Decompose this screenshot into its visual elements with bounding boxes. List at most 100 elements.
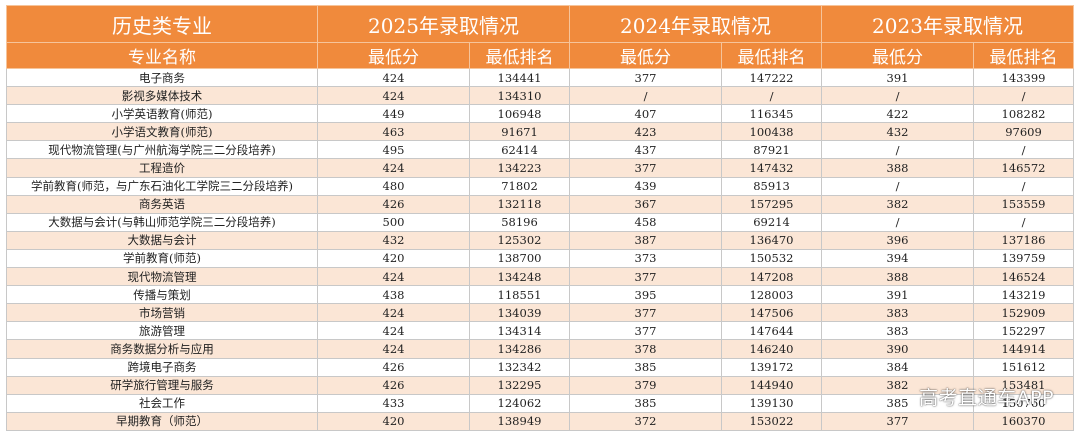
table-row: 社会工作 433 124062 385 139130 385 150760 <box>6 393 1074 413</box>
min-rank-2023-cell: 146524 <box>973 267 1074 287</box>
min-score-2025-cell: 424 <box>317 303 470 323</box>
major-name-cell: 商务数据分析与应用 <box>6 339 318 359</box>
min-score-2024-cell: 372 <box>569 411 722 431</box>
min-score-2024-cell: 373 <box>569 248 722 269</box>
min-rank-header-2024: 最低排名 <box>721 42 822 69</box>
column-header-row: 专业名称 最低分 最低排名 最低分 最低排名 最低分 最低排名 <box>6 42 1074 69</box>
min-rank-2025-cell: 132342 <box>469 357 570 377</box>
min-score-2025-cell: 463 <box>317 122 470 142</box>
min-score-2023-cell: 388 <box>821 158 974 178</box>
min-score-2025-cell: 495 <box>317 140 470 160</box>
table-row: 影视多媒体技术 424 134310// / / <box>6 86 1074 106</box>
min-rank-2023-cell: / <box>973 176 1074 196</box>
min-score-2025-cell: 433 <box>317 393 470 413</box>
min-rank-2025-cell: 134441 <box>469 67 570 88</box>
min-score-2024-cell: 377 <box>569 158 722 178</box>
major-name-cell: 传播与策划 <box>6 285 318 305</box>
min-rank-2023-cell: 152297 <box>973 321 1074 341</box>
table-row: 市场营销 424 134039 377 147506 383 152909 <box>6 303 1074 323</box>
min-rank-2023-cell: 97609 <box>973 122 1074 142</box>
table-row: 电子商务 424 134441 377 147222 391 143399 <box>6 67 1074 88</box>
year-header-row: 历史类专业 2025年录取情况 2024年录取情况 2023年录取情况 <box>6 5 1074 43</box>
min-score-2023-cell: 391 <box>821 285 974 305</box>
min-rank-2025-cell: 124062 <box>469 393 570 413</box>
min-rank-2023-cell: / <box>973 86 1074 106</box>
min-rank-2025-cell: 91671 <box>469 122 570 142</box>
major-name-cell: 研学旅行管理与服务 <box>6 375 318 395</box>
major-name-cell: 电子商务 <box>6 67 318 88</box>
min-rank-2023-cell: 146572 <box>973 158 1074 178</box>
min-rank-2024-cell: 147208 <box>721 267 822 287</box>
table-row: 大数据与会计(与韩山师范学院三二分段培养) 500 58196 458 69214// <box>6 212 1074 232</box>
major-name-cell: 小学语文教育(师范) <box>6 122 318 142</box>
min-score-2023-cell: / <box>821 176 974 196</box>
min-score-2025-cell: 500 <box>317 212 470 232</box>
min-rank-2023-cell: 137186 <box>973 230 1074 250</box>
min-rank-2023-cell: 139759 <box>973 248 1074 269</box>
min-score-2023-cell: 382 <box>821 194 974 214</box>
table-row: 现代物流管理(与广州航海学院三二分段培养) 495 62414 437 87921// <box>6 140 1074 160</box>
major-name-header: 专业名称 <box>6 42 318 69</box>
major-name-cell: 大数据与会计 <box>6 230 318 250</box>
min-rank-2024-cell: 157295 <box>721 194 822 214</box>
min-rank-2023-cell: 143399 <box>973 67 1074 88</box>
admission-table-container: 历史类专业 2025年录取情况 2024年录取情况 2023年录取情况 专业名称… <box>6 5 1074 431</box>
table-row: 学前教育(师范，与广东石油化工学院三二分段培养) 480 71802 439 85913… <box>6 176 1074 196</box>
min-rank-2024-cell: 128003 <box>721 285 822 305</box>
min-score-2025-cell: 424 <box>317 339 470 359</box>
min-rank-2023-cell: / <box>973 212 1074 232</box>
min-score-2023-cell: 382 <box>821 375 974 395</box>
min-score-2024-cell: 377 <box>569 321 722 341</box>
min-score-2024-cell: 458 <box>569 212 722 232</box>
year-2025-header: 2025年录取情况 <box>317 5 570 43</box>
table-row: 早期教育（师范） 420 138949 372 153022 377 160370 <box>6 411 1074 431</box>
min-score-2023-cell: / <box>821 212 974 232</box>
min-score-2024-cell: 377 <box>569 303 722 323</box>
min-rank-2024-cell: 144940 <box>721 375 822 395</box>
min-score-2023-cell: 394 <box>821 248 974 269</box>
min-score-2023-cell: 384 <box>821 357 974 377</box>
min-score-header-2023: 最低分 <box>821 42 974 69</box>
min-score-2025-cell: 426 <box>317 375 470 395</box>
table-row: 商务英语 426 132118 367 157295 382 153559 <box>6 194 1074 214</box>
category-header: 历史类专业 <box>6 5 318 43</box>
min-score-2024-cell: 395 <box>569 285 722 305</box>
major-name-cell: 市场营销 <box>6 303 318 323</box>
major-name-cell: 商务英语 <box>6 194 318 214</box>
major-name-cell: 学前教育(师范，与广东石油化工学院三二分段培养) <box>6 176 318 196</box>
year-2023-header: 2023年录取情况 <box>821 5 1074 43</box>
min-score-2025-cell: 420 <box>317 248 470 269</box>
min-score-2023-cell: 383 <box>821 303 974 323</box>
min-rank-2024-cell: / <box>721 86 822 106</box>
min-score-2025-cell: 438 <box>317 285 470 305</box>
major-name-cell: 工程造价 <box>6 158 318 178</box>
table-row: 学前教育(师范) 420 138700 373 150532 394 139759 <box>6 248 1074 269</box>
min-rank-2023-cell: 160370 <box>973 411 1074 431</box>
min-score-2024-cell: 439 <box>569 176 722 196</box>
min-score-2023-cell: 390 <box>821 339 974 359</box>
min-score-2024-cell: 377 <box>569 67 722 88</box>
table-row: 工程造价 424 134223 377 147432 388 146572 <box>6 158 1074 178</box>
min-rank-header-2025: 最低排名 <box>469 42 570 69</box>
table-row: 传播与策划 438 118551 395 128003 391 143219 <box>6 285 1074 305</box>
min-rank-2025-cell: 132295 <box>469 375 570 395</box>
year-2024-header: 2024年录取情况 <box>569 5 822 43</box>
min-rank-2024-cell: 87921 <box>721 140 822 160</box>
min-rank-2024-cell: 153022 <box>721 411 822 431</box>
min-score-2023-cell: / <box>821 140 974 160</box>
min-score-2023-cell: 385 <box>821 393 974 413</box>
major-name-cell: 早期教育（师范） <box>6 411 318 431</box>
min-rank-2025-cell: 58196 <box>469 212 570 232</box>
min-rank-2023-cell: 108282 <box>973 104 1074 124</box>
min-rank-2025-cell: 138700 <box>469 248 570 269</box>
table-row: 现代物流管理 424 134248 377 147208 388 146524 <box>6 267 1074 287</box>
min-rank-2024-cell: 147432 <box>721 158 822 178</box>
min-rank-header-2023: 最低排名 <box>973 42 1074 69</box>
min-rank-2024-cell: 146240 <box>721 339 822 359</box>
min-rank-2025-cell: 134039 <box>469 303 570 323</box>
min-rank-2025-cell: 134310 <box>469 86 570 106</box>
min-rank-2024-cell: 100438 <box>721 122 822 142</box>
min-rank-2024-cell: 147506 <box>721 303 822 323</box>
min-score-2025-cell: 420 <box>317 411 470 431</box>
min-score-2024-cell: 378 <box>569 339 722 359</box>
